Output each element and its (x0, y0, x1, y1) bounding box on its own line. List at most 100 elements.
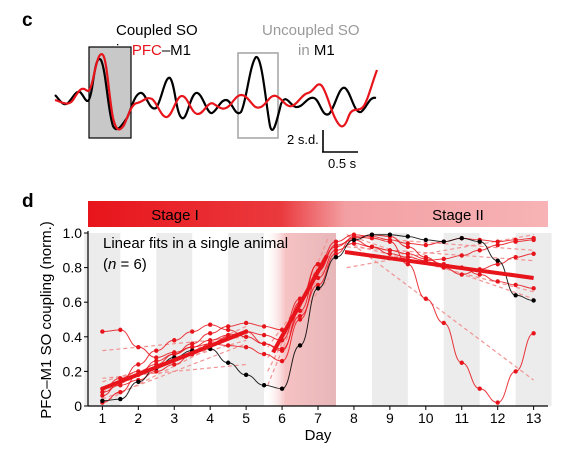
data-point (100, 398, 105, 404)
data-point (459, 360, 464, 365)
individual-fit-line (346, 234, 534, 269)
x-tick-label: 10 (418, 410, 434, 426)
uncoupled-legend-line2: in M1 (298, 42, 335, 59)
data-point (100, 389, 105, 395)
data-point (423, 296, 429, 301)
data-point (495, 239, 500, 244)
data-point (207, 331, 213, 336)
group-fit-line (271, 254, 329, 354)
x-tick-label: 2 (134, 410, 142, 426)
coupled-legend-line1: Coupled SO (116, 22, 198, 39)
pfc-trace (54, 53, 379, 131)
x-tick-label: 5 (242, 410, 250, 426)
data-point (118, 389, 123, 395)
data-point (531, 237, 536, 243)
data-point (261, 324, 267, 329)
data-point (387, 251, 393, 256)
data-point (154, 369, 159, 374)
data-point (243, 344, 249, 350)
data-point (261, 341, 267, 346)
data-point (477, 248, 482, 253)
data-point (387, 248, 393, 253)
data-point (261, 383, 267, 388)
y-tick-label: 0.8 (63, 260, 83, 276)
y-tick-label: 1.0 (63, 225, 83, 241)
data-point (243, 372, 249, 378)
data-point (118, 396, 123, 402)
data-point (423, 255, 429, 260)
data-point (405, 234, 411, 239)
data-point (225, 327, 231, 333)
data-point (315, 261, 321, 267)
stage-bar (88, 201, 548, 227)
data-point (351, 232, 357, 237)
data-point (172, 362, 177, 367)
data-point (225, 324, 231, 329)
data-point (495, 258, 500, 263)
data-point (136, 362, 141, 367)
data-point (369, 232, 375, 237)
data-point (405, 251, 411, 256)
data-point (495, 261, 500, 267)
stage-1-label: Stage I (151, 207, 199, 224)
data-point (279, 386, 285, 391)
data-point (261, 332, 267, 338)
data-point (333, 248, 339, 253)
data-point (531, 286, 536, 291)
y-tick-label: 0.2 (63, 363, 83, 379)
x-tick-label: 3 (170, 410, 178, 426)
x-tick-label: 9 (386, 410, 394, 426)
data-point (477, 386, 482, 391)
group-fit-line (344, 250, 534, 280)
data-point (495, 400, 500, 405)
day-stripe (156, 233, 193, 406)
data-point (279, 348, 285, 353)
data-point (207, 338, 213, 343)
fits-annotation-line1: Linear fits in a single animal (103, 235, 288, 252)
data-point (279, 358, 285, 364)
data-point (297, 317, 303, 322)
day-stripe (515, 233, 552, 406)
x-tick-label: 8 (350, 410, 358, 426)
data-point (405, 241, 411, 246)
data-point (513, 239, 518, 244)
uncoupled-legend-m1: M1 (314, 42, 335, 59)
data-point (225, 343, 231, 348)
x-tick-label: 11 (454, 410, 469, 426)
fits-annotation-paren: ( (103, 256, 108, 273)
data-point (477, 239, 482, 244)
fits-annotation-n: n (108, 256, 116, 273)
data-point (297, 343, 303, 348)
data-point (333, 255, 339, 260)
data-point (513, 255, 518, 260)
data-point (154, 358, 159, 364)
day-stripe (443, 233, 480, 406)
individual-fit-line (346, 246, 534, 262)
group-fit-line (101, 329, 247, 391)
data-point (387, 237, 393, 243)
data-point (172, 338, 177, 343)
series (100, 237, 536, 405)
day-stripe (228, 233, 265, 406)
data-point (405, 244, 411, 250)
m1-trace (54, 55, 377, 131)
panel-d-letter: d (22, 191, 34, 212)
data-point (351, 237, 357, 243)
coupled-legend-pfc: PFC (132, 42, 162, 59)
data-point (459, 272, 464, 277)
data-point (513, 293, 518, 298)
data-point (459, 253, 464, 258)
data-point (100, 393, 105, 398)
data-point (351, 241, 357, 246)
data-point (495, 279, 500, 284)
data-point (495, 242, 500, 248)
data-point (118, 327, 123, 333)
data-point (405, 261, 411, 267)
scale-label-time: 0.5 s (328, 156, 357, 171)
x-tick-label: 13 (526, 410, 542, 426)
data-point (297, 313, 303, 319)
uncoupled-legend-line1: Uncoupled SO (262, 22, 360, 39)
data-point (136, 379, 141, 384)
y-tick-label: 0 (74, 398, 82, 414)
data-point (243, 334, 249, 339)
